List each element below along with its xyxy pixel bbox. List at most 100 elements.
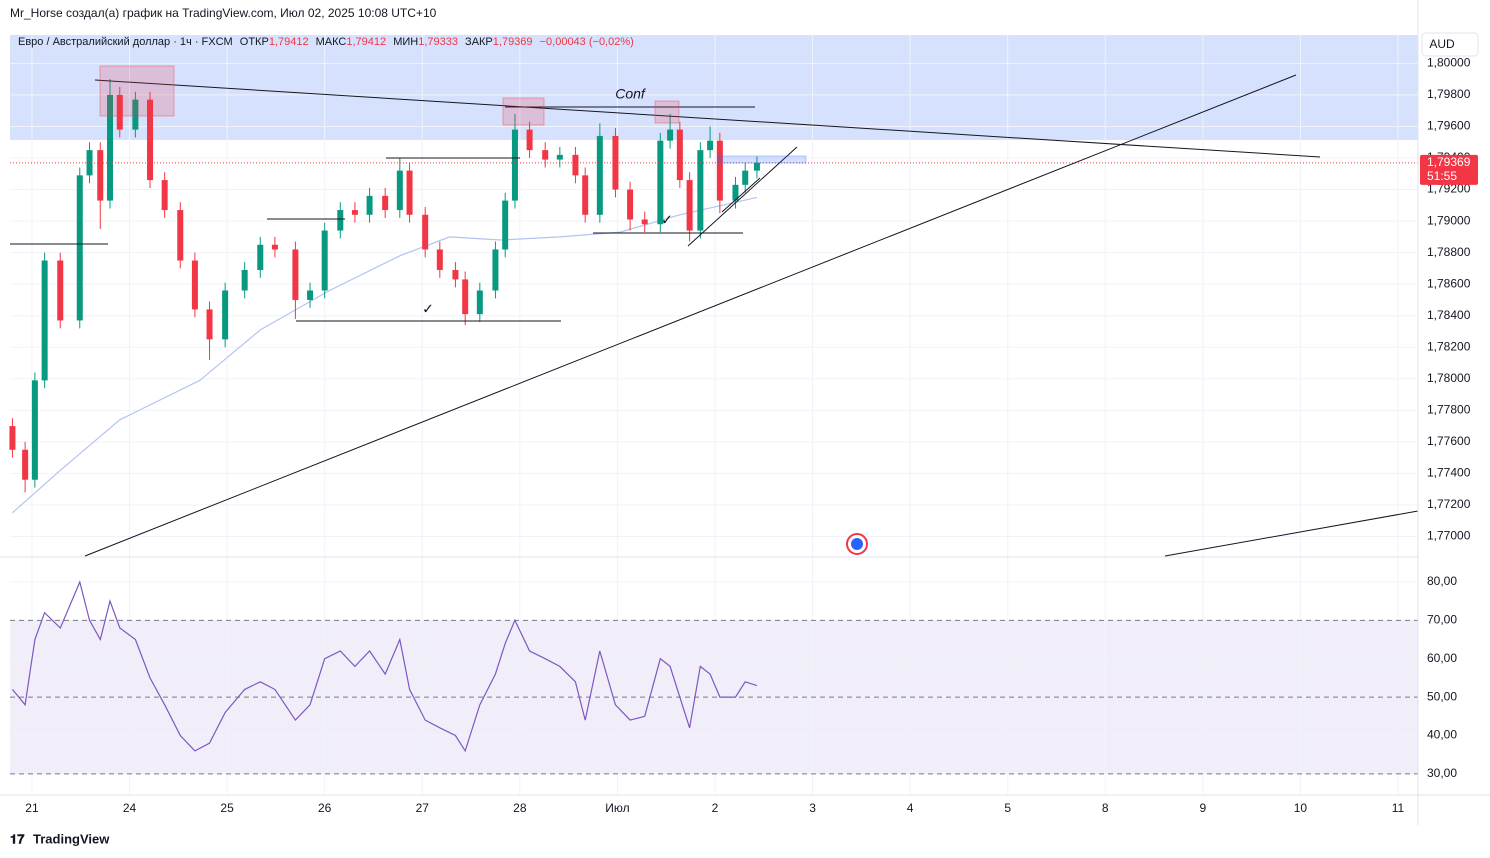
y-tick-label: 1,77200	[1427, 497, 1471, 511]
candle-body	[161, 180, 168, 211]
candle-body	[612, 135, 619, 190]
grid-layer	[10, 35, 1418, 795]
candle-body	[177, 210, 184, 261]
legend-value: 1,79333	[418, 36, 458, 48]
y-tick-label: 1,77000	[1427, 529, 1471, 543]
legend-key: МИН	[393, 36, 418, 48]
y-tick-label: 1,80000	[1427, 56, 1471, 70]
candle-body	[582, 175, 589, 215]
candle-body	[351, 210, 358, 215]
candle-body	[476, 290, 483, 315]
annotation: Conf	[615, 86, 647, 102]
candle-body	[107, 94, 114, 201]
candle-body	[422, 214, 429, 250]
y-tick-label: 1,79600	[1427, 119, 1471, 133]
candle-body	[641, 219, 648, 225]
countdown: 51:55	[1427, 169, 1457, 183]
rsi-tick-label: 30,00	[1427, 766, 1457, 780]
x-tick-label: 28	[513, 801, 527, 815]
candle-body	[147, 99, 154, 181]
candle-body	[22, 449, 29, 480]
y-tick-label: 1,79000	[1427, 213, 1471, 227]
candle-body	[707, 140, 714, 151]
candle-body	[542, 150, 549, 160]
candle-body	[97, 150, 104, 201]
candle-body	[206, 309, 213, 340]
legend-change: −0,00043 (−0,02%)	[540, 36, 634, 48]
currency: AUD	[1429, 37, 1455, 51]
legend-value: 1,79412	[269, 36, 309, 48]
marks-layer	[9, 79, 1418, 753]
x-tick-label: 4	[907, 801, 914, 815]
candle-body	[556, 154, 563, 160]
candle-body	[686, 180, 693, 231]
legend-value: 1,79412	[346, 36, 386, 48]
candle-body	[337, 210, 344, 231]
rsi-tick-label: 40,00	[1427, 728, 1457, 742]
x-tick-label: 2	[712, 801, 719, 815]
candle-body	[667, 129, 674, 141]
zone-box	[654, 100, 680, 124]
last-price-box	[1420, 154, 1478, 185]
y-tick-label: 1,77600	[1427, 434, 1471, 448]
drawings	[10, 65, 1419, 557]
x-tick-label: 3	[809, 801, 816, 815]
currency-button[interactable]	[1421, 32, 1479, 57]
x-tick-label: 11	[1392, 801, 1405, 815]
candle-body	[366, 195, 373, 215]
x-tick-label: Июл	[605, 801, 629, 815]
legend-value: 1,79369	[493, 36, 533, 48]
trend-line	[1164, 510, 1419, 557]
candle-body	[657, 140, 664, 225]
candle-body	[191, 260, 198, 310]
trend-line	[94, 79, 1321, 158]
y-tick-label: 1,79800	[1427, 87, 1471, 101]
credit: Mr_Horse создал(а) график на TradingView…	[10, 6, 437, 20]
candle-body	[382, 195, 389, 211]
y-tick-label: 1,78800	[1427, 245, 1471, 259]
legend-key: ОТКР	[240, 36, 269, 48]
x-tick-label: 25	[220, 801, 234, 815]
candle-body	[307, 290, 314, 300]
event-icon-flag	[851, 538, 863, 550]
x-tick-label: 10	[1294, 801, 1308, 815]
y-tick-label: 1,77400	[1427, 466, 1471, 480]
candle-body	[572, 154, 579, 176]
rsi-line	[11, 580, 758, 753]
x-tick-label: 27	[416, 801, 430, 815]
trend-line	[84, 74, 1297, 557]
x-tick-label: 24	[123, 801, 137, 815]
candle-body	[132, 99, 139, 130]
legend-key: МАКС	[316, 36, 347, 48]
candle-body	[697, 150, 704, 231]
annotation: ✓	[422, 301, 434, 317]
zone-box	[717, 155, 807, 164]
y-tick-label: 1,78600	[1427, 276, 1471, 290]
candle-body	[321, 230, 328, 291]
candle-body	[526, 129, 533, 151]
candle-body	[627, 189, 634, 220]
y-tick-label: 1,77800	[1427, 403, 1471, 417]
candle-body	[406, 170, 413, 215]
candle-body	[222, 290, 229, 340]
trend-line	[721, 177, 761, 213]
x-tick-label: 21	[25, 801, 39, 815]
rsi-tick-label: 70,00	[1427, 613, 1457, 627]
candle-body	[86, 150, 93, 176]
candle-body	[502, 200, 509, 250]
zone-box	[502, 97, 545, 126]
symbol: Евро / Австралийский доллар · 1ч · FXCM	[18, 36, 233, 48]
annotation: ✓	[661, 212, 673, 228]
y-tick-label: 1,78000	[1427, 371, 1471, 385]
x-tick-label: 8	[1102, 801, 1109, 815]
candle-body	[9, 426, 16, 450]
candle-body	[257, 244, 264, 270]
logo-mark: 𝟏𝟕	[10, 831, 25, 846]
x-tick-label: 5	[1004, 801, 1011, 815]
candle-body	[462, 279, 469, 315]
candle-body	[31, 380, 38, 480]
zone-box	[99, 65, 175, 117]
moving-average	[12, 196, 758, 514]
candle-body	[676, 129, 683, 181]
